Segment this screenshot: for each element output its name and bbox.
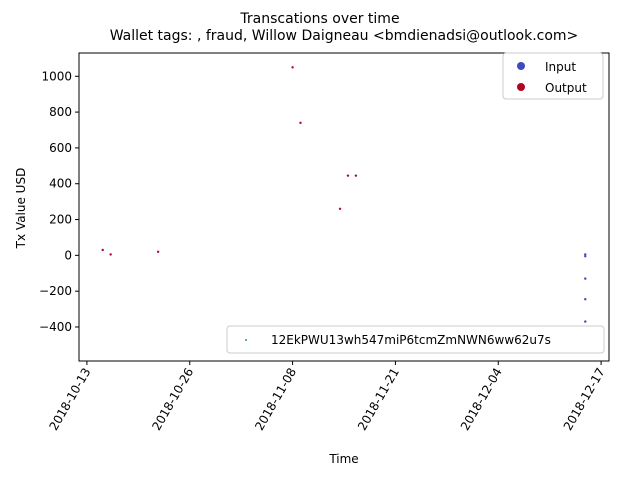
y-tick-label: 600	[49, 141, 72, 155]
y-axis-label: Tx Value USD	[14, 168, 28, 250]
y-tick-label: 0	[64, 248, 72, 262]
data-point-input	[584, 320, 587, 323]
x-tick-label: 2018-12-04	[458, 366, 505, 433]
legend-output-marker	[517, 83, 525, 91]
y-tick-label: −200	[39, 284, 72, 298]
x-tick-label: 2018-11-21	[355, 366, 402, 433]
x-tick-label: 2018-10-13	[47, 366, 94, 433]
legend-input-label: Input	[545, 60, 576, 74]
data-point-output	[299, 121, 302, 125]
data-point-input	[584, 255, 587, 258]
chart-title: Wallet tags: , fraud, Willow Daigneau <b…	[110, 28, 579, 44]
legend-bottom-box	[226, 325, 605, 354]
chart-suptitle: Transcations over time	[239, 11, 399, 27]
y-tick-label: 1000	[41, 69, 72, 83]
x-tick-label: 2018-10-26	[149, 366, 196, 433]
legend-input-marker	[517, 62, 525, 70]
data-point-output	[346, 174, 350, 177]
x-tick-label: 2018-12-17	[561, 366, 608, 433]
legend-top: Input Output	[502, 52, 604, 100]
data-point-input	[584, 253, 587, 256]
x-axis-label: Time	[328, 452, 358, 466]
data-point-output	[291, 66, 294, 69]
data-point-output	[156, 250, 160, 253]
legend-address-marker	[245, 339, 247, 341]
y-tick-label: 400	[49, 177, 72, 191]
legend-bottom: 12EkPWU13wh547miP6tcmZmNWN6ww62u7s	[226, 325, 605, 354]
legend-top-box	[502, 52, 604, 100]
legend-address-label: 12EkPWU13wh547miP6tcmZmNWN6ww62u7s	[271, 333, 551, 347]
y-tick-label: 800	[49, 105, 72, 119]
data-point-output	[338, 207, 342, 210]
y-tick-label: −400	[39, 320, 72, 334]
data-points	[101, 66, 587, 323]
data-point-output	[101, 248, 104, 252]
data-point-output	[354, 174, 358, 177]
data-point-output	[109, 253, 112, 256]
axis-ticks: 2018-10-13 2018-10-26 2018-11-08 2018-11-21…	[39, 69, 608, 433]
y-tick-label: 200	[49, 213, 72, 227]
data-point-input	[584, 277, 587, 280]
data-point-input	[584, 298, 587, 301]
legend-output-label: Output	[545, 81, 587, 95]
plot-area-frame	[78, 52, 610, 362]
x-tick-label: 2018-11-08	[252, 366, 299, 433]
